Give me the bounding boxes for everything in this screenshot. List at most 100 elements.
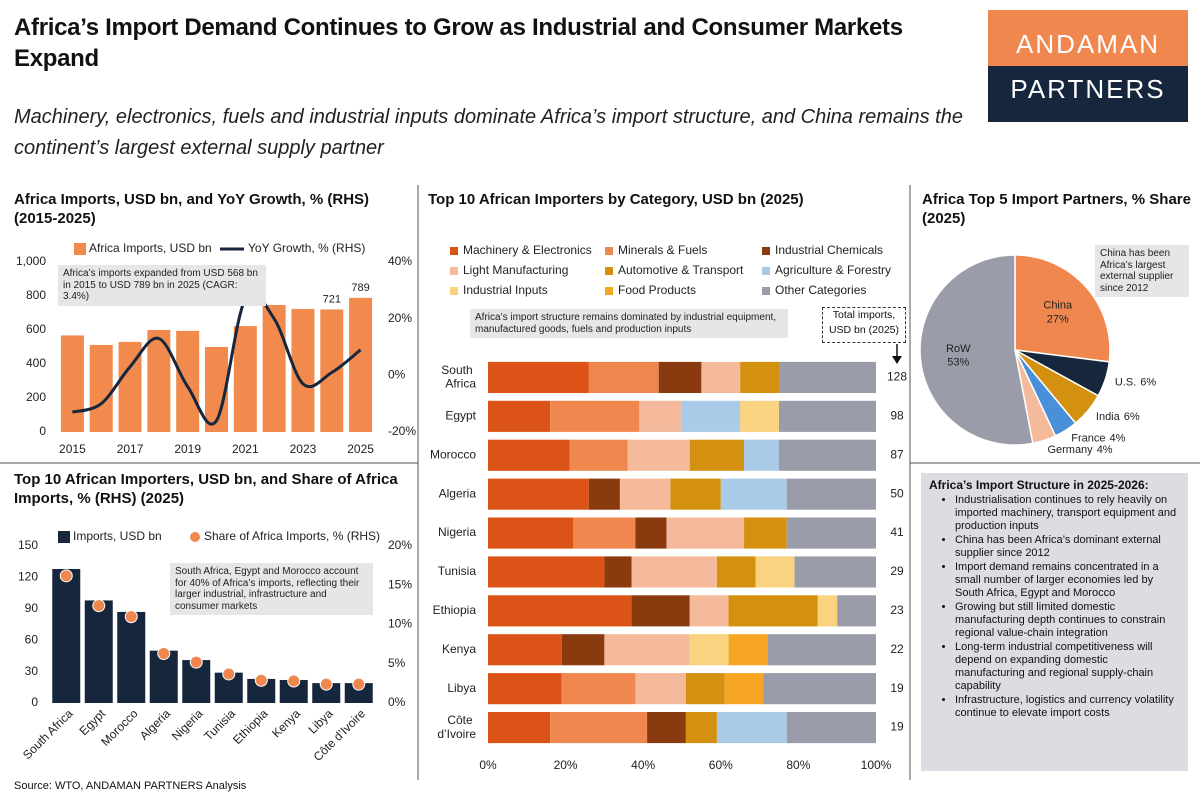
bar — [147, 330, 171, 432]
bar — [320, 309, 344, 432]
arrow-head — [892, 356, 902, 364]
slice-name: RoW — [946, 343, 971, 355]
insight-item: Infrastructure, logistics and currency v… — [955, 694, 1180, 720]
bar-segment — [619, 478, 671, 510]
legend-label: Minerals & Fuels — [618, 243, 707, 257]
slice-label: China 27% — [1043, 300, 1073, 326]
x-tick-label: 60% — [709, 758, 733, 772]
legend-swatch — [605, 247, 613, 255]
bar-segment — [604, 556, 632, 588]
legend-label: Imports, USD bn — [73, 529, 162, 543]
legend-swatch — [605, 267, 613, 275]
bar — [312, 683, 341, 703]
category-label: Côte d’Ivoire — [437, 713, 476, 741]
legend-label: Light Manufacturing — [463, 263, 568, 277]
x-tick-label: 2025 — [347, 442, 374, 456]
x-tick-label: 2019 — [174, 442, 201, 456]
bar-segment — [763, 673, 876, 705]
bar-segment — [720, 478, 787, 510]
x-tick-label: Morocco — [98, 706, 141, 749]
insight-item: China has been Africa’s dominant externa… — [955, 534, 1180, 560]
legend-label: Automotive & Transport — [618, 263, 744, 277]
totals-header: Total imports, USD bn (2025) — [822, 307, 906, 343]
bar-segment — [779, 439, 876, 471]
total-label: 22 — [890, 642, 904, 656]
legend-swatch — [190, 532, 200, 542]
y-tick-label: 60 — [25, 632, 39, 646]
bar-segment — [728, 595, 818, 627]
bar — [117, 611, 146, 703]
slice-label: Germany 4% — [1047, 444, 1112, 456]
total-label: 29 — [890, 564, 904, 578]
total-label: 19 — [890, 720, 904, 734]
bar-segment — [701, 361, 741, 394]
bar-segment — [488, 673, 562, 705]
insight-item: Import demand remains concentrated in a … — [955, 561, 1180, 600]
x-tick-label: 80% — [786, 758, 810, 772]
bar-segment — [561, 673, 636, 705]
y-tick-label: 120 — [18, 570, 38, 584]
total-label: 50 — [890, 486, 904, 500]
legend-label: Share of Africa Imports, % (RHS) — [204, 529, 380, 543]
legend-swatch — [450, 287, 458, 295]
page-title: Africa’s Import Demand Continues to Grow… — [14, 14, 903, 72]
bar-segment — [689, 439, 745, 471]
slice-label: RoW 53% — [946, 343, 971, 369]
bar-segment — [744, 517, 787, 549]
dot — [124, 610, 138, 624]
category-label: Egypt — [445, 409, 476, 423]
bar — [233, 326, 257, 432]
dot — [189, 655, 203, 669]
data-label: 721 — [323, 293, 341, 305]
dot — [59, 569, 73, 583]
dot — [352, 677, 366, 691]
y2-tick-label: 0% — [388, 695, 406, 709]
y2-tick-label: 20% — [388, 538, 412, 552]
dot — [92, 599, 106, 613]
bar-segment — [658, 361, 702, 394]
y2-tick-label: 5% — [388, 656, 406, 670]
bar-segment — [569, 439, 628, 471]
category-label: Ethiopia — [433, 603, 477, 617]
legend-swatch — [762, 287, 770, 295]
insights-box: Africa’s Import Structure in 2025-2026: … — [921, 473, 1188, 771]
bar-segment — [786, 517, 876, 549]
bar-segment — [488, 478, 589, 510]
total-label: 128 — [887, 370, 907, 384]
category-label: Morocco — [430, 447, 476, 461]
annotation: Africa’s imports expanded from USD 568 b… — [58, 265, 266, 306]
y2-tick-label: 20% — [388, 311, 412, 325]
annotation: Africa’s import structure remains domina… — [470, 309, 788, 338]
legend-swatch — [762, 247, 770, 255]
slice-value: 4% — [1097, 444, 1113, 456]
bar-segment — [689, 595, 729, 627]
legend-swatch — [58, 531, 70, 543]
x-tick-label: 2015 — [59, 442, 86, 456]
total-label: 41 — [890, 525, 904, 539]
dot — [157, 647, 171, 661]
legend-swatch — [762, 267, 770, 275]
bar-segment — [786, 711, 876, 744]
line — [71, 291, 362, 426]
bar-segment — [779, 400, 876, 432]
bar — [262, 305, 286, 432]
insight-item: Long-term industrial competitiveness wil… — [955, 641, 1180, 693]
insights-list: Industrialisation continues to rely heav… — [929, 494, 1180, 720]
slice-value: 27% — [1047, 313, 1069, 325]
x-tick-label: Kenya — [269, 706, 303, 740]
legend-swatch — [450, 267, 458, 275]
y-tick-label: 150 — [18, 538, 38, 552]
bar — [344, 683, 373, 703]
bar-segment — [631, 595, 690, 627]
legend-label: Africa Imports, USD bn — [89, 241, 212, 255]
chart-title: Africa Top 5 Import Partners, % Share (2… — [922, 191, 1191, 227]
x-tick-label: 2017 — [117, 442, 144, 456]
y-tick-label: 600 — [26, 322, 46, 336]
total-label: 87 — [890, 447, 904, 461]
legend-label: YoY Growth, % (RHS) — [248, 241, 365, 255]
y-tick-label: 400 — [26, 356, 46, 370]
page-subtitle: Machinery, electronics, fuels and indust… — [14, 106, 963, 159]
bar-segment — [488, 556, 605, 588]
bar — [89, 344, 113, 432]
